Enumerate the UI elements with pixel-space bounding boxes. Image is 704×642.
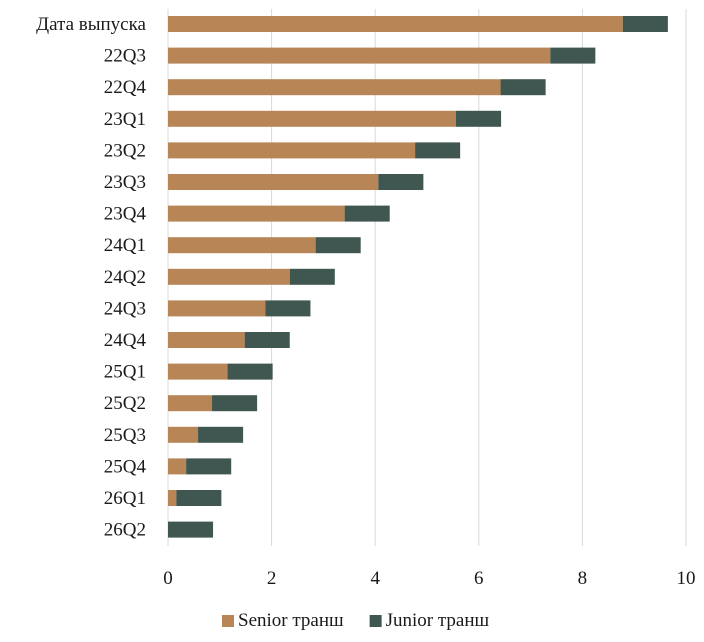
category-label: 24Q1 <box>104 235 146 256</box>
bar-senior <box>168 16 623 32</box>
bar-senior <box>168 47 551 64</box>
bar-junior <box>244 332 290 348</box>
category-label: 25Q3 <box>104 425 146 446</box>
category-label: 26Q2 <box>104 520 146 541</box>
bar-junior <box>500 79 546 96</box>
category-label: Дата выпуска <box>36 14 146 35</box>
bar-junior <box>378 174 424 190</box>
category-label: 25Q2 <box>104 393 146 414</box>
bar-junior <box>198 426 244 443</box>
x-tick-label: 4 <box>370 568 380 589</box>
bar-junior <box>227 363 273 380</box>
legend-label: Junior транш <box>386 610 490 631</box>
legend-swatch <box>369 615 382 627</box>
bar-junior <box>168 521 214 538</box>
bar-junior <box>265 300 311 317</box>
category-label: 24Q3 <box>104 298 146 319</box>
category-label: 23Q1 <box>104 109 146 130</box>
bar-junior <box>212 395 258 412</box>
bar-senior <box>168 458 187 475</box>
bar-junior <box>622 16 668 32</box>
category-label: 22Q4 <box>104 77 147 98</box>
bar-senior <box>168 300 266 317</box>
bar-senior <box>168 142 416 159</box>
category-labels: Дата выпуска 22Q3 22Q4 23Q1 23Q2 23Q3 23Q4 24Q1… <box>36 14 146 541</box>
legend-swatch <box>222 615 234 627</box>
bar-senior <box>168 363 228 380</box>
bar-senior <box>168 268 290 285</box>
x-tick-label: 6 <box>474 568 484 589</box>
bars <box>168 16 668 538</box>
legend: Senior транш Junior транш <box>222 610 490 631</box>
bar-junior <box>344 205 390 222</box>
category-label: 23Q2 <box>104 140 146 161</box>
x-tick-labels: 0 2 4 6 8 10 <box>163 568 695 589</box>
category-label: 23Q3 <box>104 172 146 193</box>
bar-senior <box>168 426 199 443</box>
bar-junior <box>415 142 461 159</box>
category-label: 23Q4 <box>104 204 147 225</box>
bar-senior <box>168 395 213 412</box>
category-label: 22Q3 <box>104 46 146 67</box>
x-tick-label: 2 <box>267 568 277 589</box>
bar-junior <box>315 237 361 254</box>
bar-senior <box>168 79 501 96</box>
bar-junior <box>186 458 232 475</box>
gridlines <box>167 9 687 546</box>
bar-senior <box>168 205 345 222</box>
x-tick-label: 8 <box>578 568 588 589</box>
x-tick-label: 0 <box>163 568 173 589</box>
bar-senior <box>168 110 457 127</box>
bar-junior <box>176 490 222 506</box>
x-tick-label: 10 <box>677 568 696 589</box>
bar-junior <box>289 268 335 285</box>
bar-junior <box>456 110 502 127</box>
bar-junior <box>550 47 596 64</box>
category-label: 25Q4 <box>104 456 147 477</box>
category-label: 24Q4 <box>104 330 147 351</box>
bar-senior <box>168 174 379 190</box>
bar-senior <box>168 490 177 506</box>
category-label: 26Q1 <box>104 488 146 509</box>
category-label: 25Q1 <box>104 362 146 383</box>
legend-label: Senior транш <box>238 610 344 631</box>
category-label: 24Q2 <box>104 267 146 288</box>
bar-senior <box>168 237 316 254</box>
bar-senior <box>168 332 245 348</box>
